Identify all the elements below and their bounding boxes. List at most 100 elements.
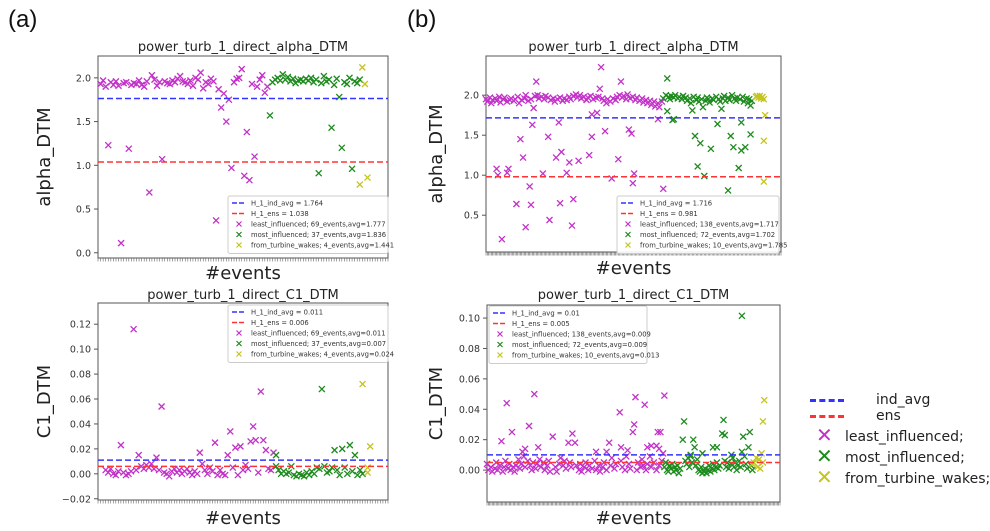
series-2 [752, 92, 769, 186]
data-point [628, 130, 635, 138]
data-point [530, 104, 538, 112]
data-point [498, 235, 506, 243]
data-point [193, 470, 201, 478]
data-point [239, 466, 247, 474]
data-point [691, 443, 699, 451]
data-point [243, 128, 251, 136]
data-point [565, 158, 573, 166]
data-point [338, 144, 346, 152]
data-point [312, 76, 320, 84]
chart-title: power_turb_1_direct_alpha_DTM [528, 40, 738, 55]
shared-legend-label: from_turbine_wakes; [845, 471, 990, 487]
series-1 [659, 74, 756, 194]
data-point [597, 63, 605, 71]
data-point [588, 133, 596, 141]
data-point [539, 170, 547, 178]
data-point [647, 463, 655, 471]
data-point [693, 455, 701, 463]
legend-label: from_turbine_wakes; 10_events,avg=0.013 [512, 352, 659, 360]
data-point [663, 74, 671, 82]
data-point [130, 325, 138, 333]
data-point [691, 132, 699, 140]
axes-frame [486, 304, 781, 503]
data-point [145, 188, 153, 196]
data-point [601, 127, 609, 135]
data-point [714, 120, 721, 128]
data-point [655, 462, 663, 469]
data-point [222, 118, 230, 126]
data-point [221, 471, 229, 479]
data-point [256, 76, 264, 84]
y-tick-label: 0.0 [76, 248, 91, 259]
data-point [738, 448, 746, 456]
legend-marker-icon [236, 330, 242, 336]
legend-label: from_turbine_wakes; 10_events,avg=1.785 [640, 242, 787, 250]
data-point [186, 77, 194, 84]
data-point [588, 110, 596, 118]
chart-title: power_turb_1_direct_alpha_DTM [138, 40, 348, 55]
data-point [307, 74, 315, 82]
data-point [557, 148, 565, 156]
data-point [133, 80, 140, 88]
data-point [663, 107, 671, 115]
legend-label: H_1_ens = 0.006 [251, 319, 309, 327]
data-point [706, 98, 714, 106]
data-point [343, 80, 351, 88]
data-point [112, 77, 120, 85]
data-point [534, 443, 542, 451]
data-point [175, 466, 183, 474]
data-point [109, 81, 117, 89]
data-point [696, 139, 704, 147]
data-point [600, 459, 608, 466]
data-point [567, 463, 575, 471]
data-point [336, 471, 344, 479]
data-point [747, 130, 755, 138]
legend-marker-icon [497, 341, 503, 348]
legend-label: H_1_ind_avg = 1.764 [251, 200, 323, 208]
data-point [629, 179, 637, 187]
legend-label: H_1_ind_avg = 0.01 [512, 310, 580, 318]
data-point [310, 470, 318, 478]
series-1 [660, 312, 756, 477]
data-point [305, 471, 313, 479]
data-point [685, 463, 693, 471]
legend-box [227, 195, 389, 254]
x-axis-label: #events [205, 263, 281, 284]
chart-title: power_turb_1_direct_C1_DTM [147, 288, 339, 303]
data-point [610, 465, 618, 473]
data-point [689, 436, 697, 444]
data-point [359, 470, 367, 478]
data-point [238, 65, 246, 73]
data-point [747, 102, 755, 110]
data-point [632, 393, 639, 401]
legend: H_1_ind_avg = 0.01 H_1_ens = 0.005 least_i… [488, 305, 659, 364]
series-2 [748, 396, 768, 473]
data-point [220, 90, 228, 98]
legend-box [488, 305, 648, 364]
data-point [760, 178, 768, 186]
data-point [328, 124, 335, 132]
data-point [158, 403, 166, 410]
data-point [526, 182, 534, 190]
data-point [572, 462, 580, 469]
data-point [697, 463, 705, 471]
data-point [546, 216, 553, 224]
data-point [556, 199, 564, 207]
data-point [528, 121, 536, 129]
red-dashed-line-icon [810, 415, 844, 418]
legend-label: H_1_ind_avg = 1.716 [640, 200, 712, 208]
data-point [745, 443, 752, 451]
data-point [325, 76, 333, 84]
data-point [741, 143, 749, 151]
data-point [660, 392, 668, 400]
data-point [530, 390, 538, 398]
data-point [242, 461, 250, 469]
data-point [505, 165, 512, 173]
legend-marker-icon [236, 340, 242, 347]
data-point [605, 439, 613, 447]
data-point [760, 95, 768, 103]
series-0 [97, 65, 271, 247]
y-tick-label: 1.0 [76, 161, 91, 172]
data-point [493, 97, 501, 105]
data-point [692, 462, 700, 469]
